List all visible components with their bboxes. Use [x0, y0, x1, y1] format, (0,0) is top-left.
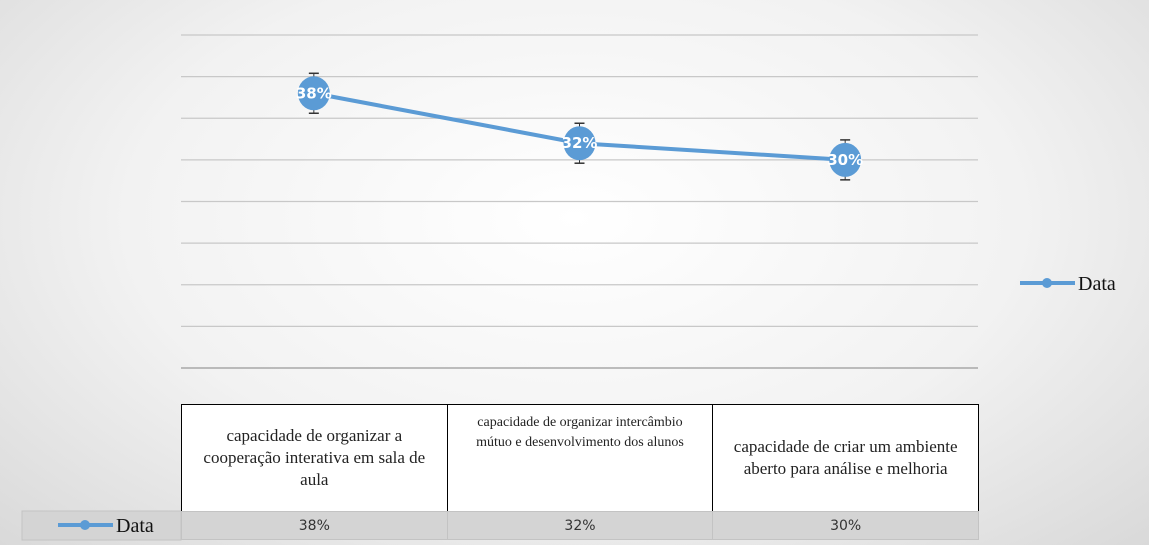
legend-marker: [1042, 278, 1052, 288]
table-legend-label: Data: [116, 515, 154, 537]
data-label: 38%: [296, 84, 332, 102]
category-cell: capacidade de organizar intercâmbio mútu…: [446, 404, 714, 512]
marker: [297, 76, 330, 111]
table-value: 32%: [446, 511, 714, 540]
category-cell: capacidade de criar um ambiente aberto p…: [712, 404, 979, 512]
marker: [829, 142, 862, 177]
category-cell: capacidade de organizar a cooperação int…: [181, 404, 448, 512]
table-value: 38%: [181, 511, 448, 540]
data-label: 30%: [827, 151, 863, 169]
table-legend-marker: [80, 520, 90, 530]
data-label: 32%: [562, 134, 598, 152]
marker: [563, 126, 596, 161]
legend-label: Data: [1078, 273, 1116, 295]
table-value: 30%: [712, 511, 979, 540]
